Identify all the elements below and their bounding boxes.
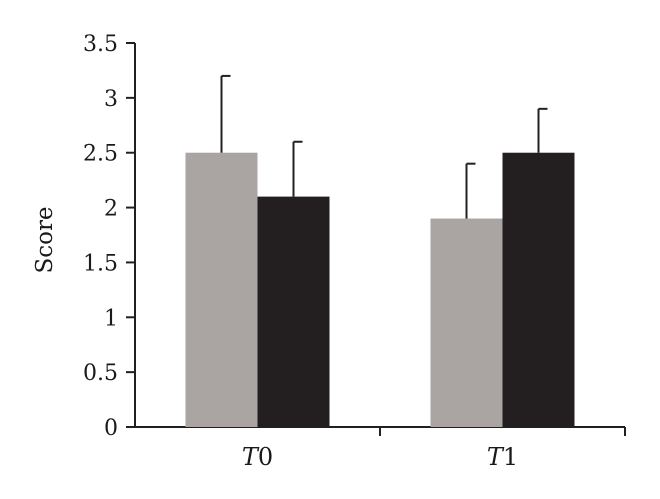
y-tick-label: 1: [104, 306, 118, 331]
y-axis-title: Score: [32, 206, 58, 273]
y-tick-label: 3.5: [83, 32, 118, 57]
y-tick-label: 3: [104, 87, 118, 112]
error-bars: [220, 74, 548, 219]
bar: [502, 152, 575, 427]
x-tick-label: T1: [487, 443, 518, 471]
y-tick-label: 1.5: [83, 251, 118, 276]
bar: [430, 218, 503, 427]
bars: [185, 152, 575, 427]
y-tick-label: 0.5: [83, 361, 118, 386]
y-tick-label: 2.5: [83, 142, 118, 167]
y-tick-label: 0: [104, 416, 118, 441]
y-axis: 0 0.5 1 1.5 2 2.5 3 3.5: [83, 32, 136, 441]
x-tick-label: T0: [242, 443, 273, 471]
y-tick-label: 2: [104, 197, 118, 222]
bar: [257, 196, 330, 427]
x-axis: T0 T1: [135, 426, 626, 471]
bar: [185, 152, 258, 427]
